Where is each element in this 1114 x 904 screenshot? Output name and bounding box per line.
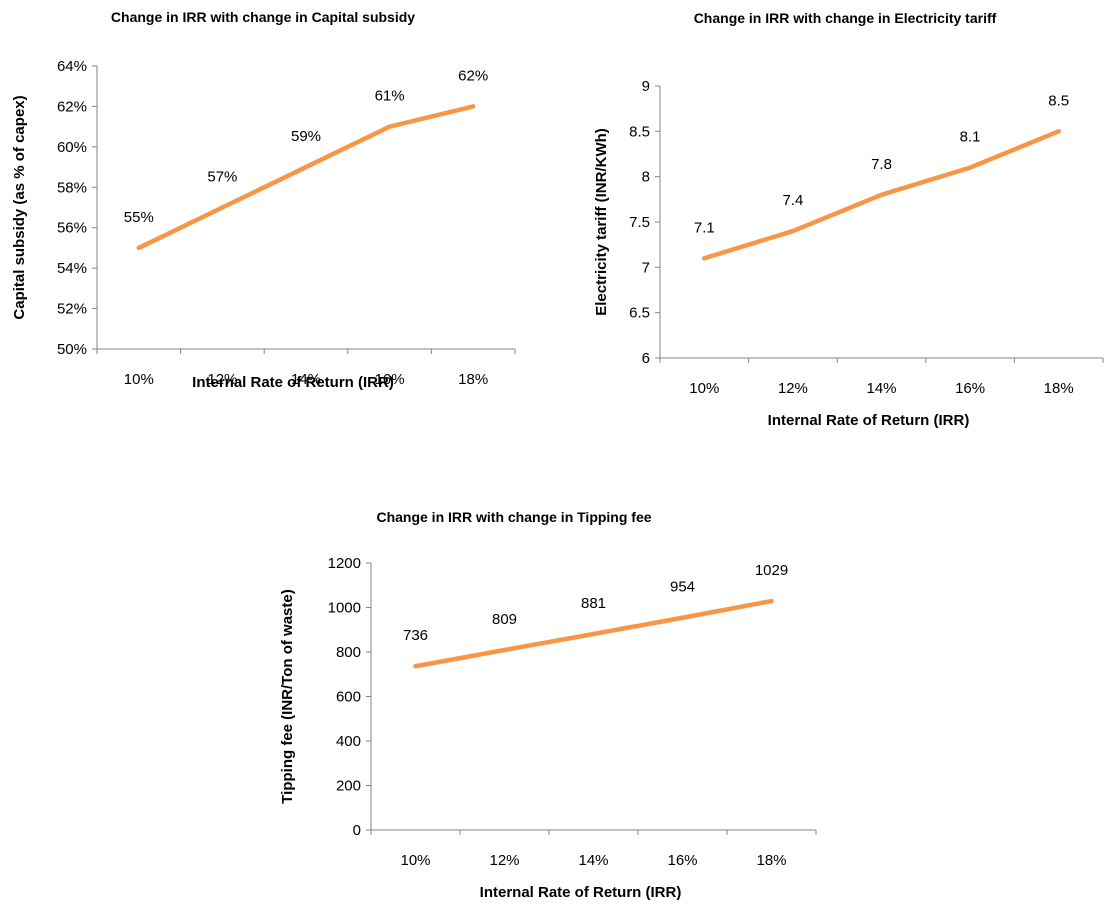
data-label: 1029 (755, 562, 788, 579)
y-axis-title: Tipping fee (INR/Ton of waste) (279, 589, 296, 803)
capital-subsidy-chart: Change in IRR with change in Capital sub… (11, 9, 516, 391)
chart-title: Change in IRR with change in Capital sub… (111, 9, 415, 25)
x-tick-label: 16% (955, 380, 985, 397)
chart-title: Change in IRR with change in Tipping fee (376, 509, 651, 525)
x-tick-label: 12% (207, 371, 237, 388)
x-tick-label: 18% (1044, 380, 1074, 397)
y-tick-label: 52% (57, 301, 87, 318)
data-label: 57% (207, 169, 237, 186)
x-tick-label: 12% (778, 380, 808, 397)
data-label: 881 (581, 595, 606, 612)
data-label: 62% (458, 67, 488, 84)
data-point (967, 165, 973, 170)
x-tick-label: 14% (578, 852, 608, 869)
x-tick-label: 16% (375, 371, 405, 388)
x-axis-title: Internal Rate of Return (IRR) (192, 374, 394, 391)
y-tick-label: 50% (57, 341, 87, 358)
data-point (136, 245, 141, 251)
chart-title: Change in IRR with change in Electricity… (694, 10, 997, 26)
y-tick-label: 7.5 (629, 214, 650, 231)
y-tick-label: 400 (336, 733, 361, 750)
y-tick-label: 62% (57, 98, 87, 115)
x-tick-label: 10% (689, 380, 719, 397)
x-tick-label: 12% (489, 852, 519, 869)
data-label: 8.1 (960, 129, 981, 146)
x-tick-label: 10% (400, 852, 430, 869)
y-tick-label: 800 (336, 644, 361, 661)
y-tick-label: 56% (57, 220, 87, 237)
data-label: 59% (291, 128, 321, 145)
data-point (387, 124, 392, 129)
data-point (591, 631, 596, 637)
y-tick-label: 64% (57, 58, 87, 75)
y-tick-label: 1200 (328, 555, 361, 572)
x-axis-title: Internal Rate of Return (IRR) (480, 884, 682, 901)
data-point (220, 205, 225, 210)
y-tick-label: 8 (642, 169, 650, 186)
y-tick-label: 9 (642, 78, 650, 95)
tipping-fee-chart: Change in IRR with change in Tipping fee… (279, 509, 817, 901)
data-label: 954 (670, 579, 695, 596)
x-tick-label: 14% (866, 380, 896, 397)
data-point (303, 164, 309, 170)
y-tick-label: 60% (57, 139, 87, 156)
x-tick-label: 16% (667, 852, 697, 869)
data-label: 55% (124, 209, 154, 226)
y-tick-label: 6.5 (629, 305, 650, 322)
y-tick-label: 58% (57, 179, 87, 196)
data-label: 736 (403, 627, 428, 644)
data-point (502, 647, 507, 653)
data-label: 7.4 (782, 192, 803, 209)
data-point (680, 615, 685, 620)
data-point (879, 192, 884, 197)
data-label: 7.8 (871, 156, 892, 173)
data-point (1056, 129, 1061, 134)
y-tick-label: 0 (353, 822, 361, 839)
data-point (790, 228, 796, 234)
data-label: 7.1 (694, 219, 715, 236)
data-point (471, 104, 476, 109)
x-axis-title: Internal Rate of Return (IRR) (768, 412, 970, 429)
y-tick-label: 200 (336, 778, 361, 795)
y-tick-label: 6 (642, 350, 650, 367)
y-axis-title: Capital subsidy (as % of capex) (11, 95, 28, 319)
y-tick-label: 600 (336, 689, 361, 706)
y-tick-label: 54% (57, 260, 87, 277)
data-point (702, 256, 707, 261)
data-label: 8.5 (1048, 92, 1069, 109)
y-tick-label: 1000 (328, 600, 361, 617)
data-label: 809 (492, 611, 517, 628)
data-point (769, 598, 774, 604)
electricity-tariff-chart: Change in IRR with change in Electricity… (593, 10, 1104, 429)
x-tick-label: 10% (124, 371, 154, 388)
y-tick-label: 7 (642, 259, 650, 276)
data-point (413, 664, 418, 669)
x-tick-label: 18% (458, 371, 488, 388)
x-tick-label: 18% (756, 852, 786, 869)
x-tick-label: 14% (291, 371, 321, 388)
y-tick-label: 8.5 (629, 123, 650, 140)
y-axis-title: Electricity tariff (INR/KWh) (593, 128, 610, 316)
data-label: 61% (375, 88, 405, 105)
